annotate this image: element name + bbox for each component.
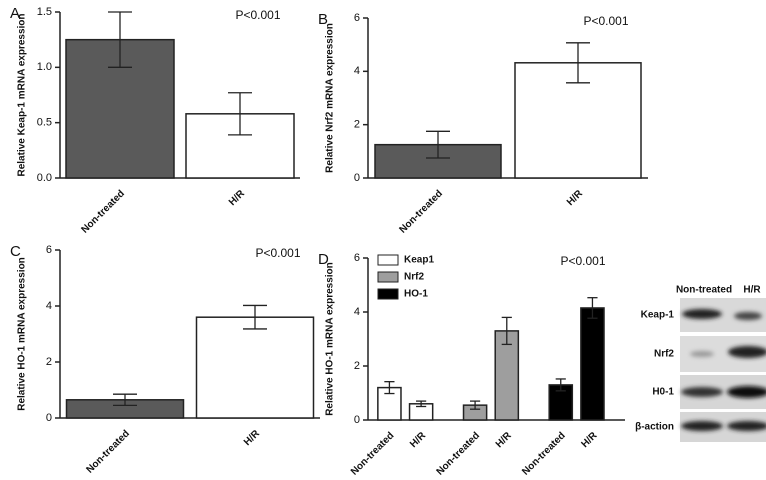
x-tick-label: Non-treated — [398, 188, 445, 235]
error-bar — [555, 378, 566, 392]
y-axis-label: Relative Nrf2 mRNA expression — [325, 23, 336, 173]
x-tick-label: H/R — [565, 188, 586, 209]
y-axis-label: Relative Keap-1 mRNA expression — [17, 13, 28, 176]
blot-row-label: β-action — [635, 422, 674, 433]
annotation: P<0.001 — [560, 254, 605, 268]
panel-label: C — [10, 243, 21, 260]
y-tick-label: 2 — [354, 119, 360, 131]
error-bar — [469, 400, 481, 410]
x-tick-label: H/R — [579, 430, 600, 451]
y-tick-label: 6 — [354, 12, 360, 24]
annotation: P<0.001 — [583, 14, 628, 28]
blot-band — [681, 387, 723, 397]
x-tick-label: Non-treated — [520, 430, 567, 475]
error-bar — [587, 297, 598, 319]
blot-column-label: H/R — [743, 285, 761, 296]
blot-band — [681, 421, 723, 431]
legend-label: Keap1 — [404, 255, 434, 266]
bar — [195, 316, 315, 419]
y-axis-label: Relative HO-1 mRNA expression — [325, 262, 336, 416]
error-bar — [108, 11, 132, 68]
blot-band — [690, 351, 714, 357]
panel-label: A — [10, 5, 20, 22]
blot-row-label: Keap-1 — [641, 310, 675, 321]
blot-band — [728, 346, 766, 358]
y-tick-label: 1.5 — [37, 6, 52, 18]
y-tick-label: 2 — [46, 356, 52, 368]
x-tick-label: Non-treated — [435, 430, 482, 475]
blot-row-label: Nrf2 — [654, 349, 674, 360]
annotation: P<0.001 — [235, 8, 280, 22]
y-tick-label: 0 — [46, 412, 52, 424]
blot-row-label: H0-1 — [652, 387, 674, 398]
panel-label: D — [318, 251, 329, 268]
y-tick-label: 6 — [354, 252, 360, 264]
y-tick-label: 0 — [354, 172, 360, 184]
legend-label: Nrf2 — [404, 272, 424, 283]
x-tick-label: H/R — [494, 430, 515, 451]
error-bar — [384, 381, 395, 395]
y-tick-label: 4 — [354, 65, 360, 77]
x-tick-label: H/R — [227, 188, 248, 209]
x-tick-label: Non-treated — [349, 430, 396, 475]
legend-label: HO-1 — [404, 289, 428, 300]
y-tick-label: 2 — [354, 360, 360, 372]
y-tick-label: 1.0 — [37, 61, 52, 73]
y-tick-label: 0 — [354, 414, 360, 426]
western-blot: Non-treated H/R Keap-1 Nrf2 H0-1 β-actio… — [635, 285, 766, 442]
y-axis-label: Relative HO-1 mRNA expression — [17, 257, 28, 411]
panel-label: B — [318, 11, 328, 28]
legend-swatch — [377, 271, 399, 283]
x-tick-label: H/R — [408, 430, 429, 451]
bar — [580, 307, 605, 421]
y-tick-label: 0.5 — [37, 117, 52, 129]
error-bar — [243, 304, 267, 330]
error-bar — [426, 130, 450, 159]
y-tick-label: 0.0 — [37, 172, 52, 184]
blot-column-label: Non-treated — [676, 285, 732, 296]
x-tick-label: Non-treated — [80, 188, 127, 235]
legend-swatch — [377, 288, 399, 300]
blot-band — [682, 309, 722, 319]
x-tick-label: H/R — [242, 428, 263, 449]
y-tick-label: 4 — [46, 300, 52, 312]
y-tick-label: 4 — [354, 306, 360, 318]
error-bar — [501, 316, 512, 346]
annotation: P<0.001 — [255, 246, 300, 260]
y-tick-label: 6 — [46, 244, 52, 256]
error-bar — [113, 393, 137, 407]
blot-band — [734, 312, 762, 320]
error-bar — [416, 400, 427, 408]
blot-band — [727, 421, 766, 431]
x-tick-label: Non-treated — [85, 428, 132, 475]
error-bar — [566, 42, 590, 84]
legend-swatch — [377, 254, 399, 266]
error-bar — [228, 92, 252, 136]
blot-band — [727, 386, 766, 398]
